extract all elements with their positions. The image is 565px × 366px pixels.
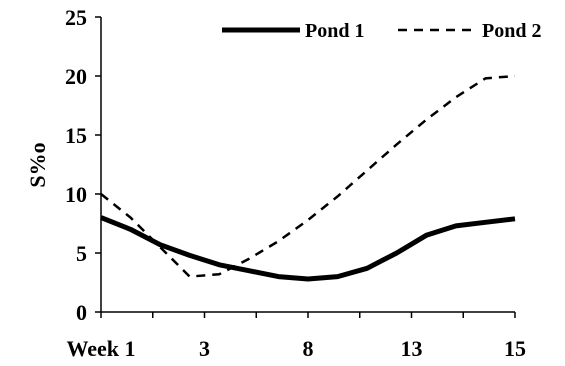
y-tick-label: 5 [76,241,87,266]
y-tick-label: 15 [65,123,87,148]
x-tick-label: Week 1 [66,336,135,361]
legend-label-2: Pond 2 [482,20,541,42]
x-tick-label: 13 [401,336,423,361]
x-tick-label: 3 [199,336,210,361]
y-tick-label: 0 [76,300,87,325]
axes [100,17,515,313]
x-tick-label: 15 [504,336,526,361]
y-tick-label: 25 [65,5,87,30]
y-tick-label: 20 [65,64,87,89]
x-tick-label: 8 [303,336,314,361]
legend-label-1: Pond 1 [305,20,364,42]
legend: Pond 1 Pond 2 [222,20,541,42]
y-axis-title: S%o [25,142,50,187]
y-tick-label: 10 [65,182,87,207]
series-layer [100,74,516,282]
series-line-2 [100,74,516,278]
series-line-1 [100,215,516,282]
x-axis-ticks: Week 1 3 8 13 15 [66,312,526,361]
y-axis-ticks: 0 5 10 15 20 25 [65,5,101,325]
